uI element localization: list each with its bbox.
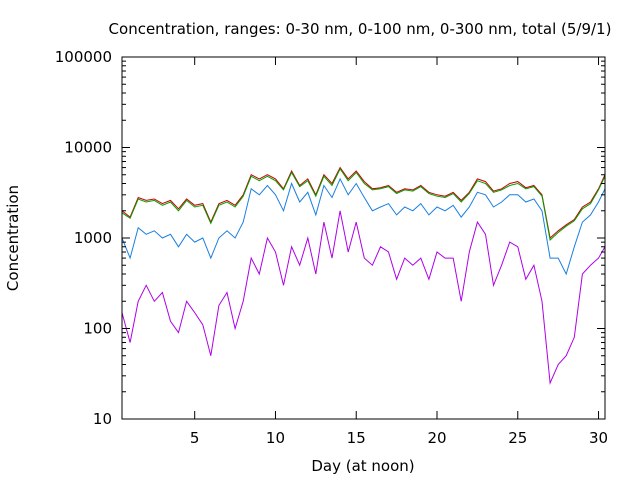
chart-title: Concentration, ranges: 0-30 nm, 0-100 nm…	[109, 20, 612, 38]
x-axis-label: Day (at noon)	[311, 457, 414, 475]
y-tick-label: 1000	[74, 229, 112, 247]
series-line-2	[121, 167, 606, 241]
y-tick-label: 100	[83, 320, 112, 338]
x-tick-label: 25	[508, 429, 527, 447]
y-tick-label: 100000	[55, 48, 112, 66]
series-layer	[121, 166, 606, 385]
x-tick-label: 5	[190, 429, 200, 447]
x-tick-label: 30	[589, 429, 608, 447]
y-axis-label: Concentration	[4, 185, 22, 291]
x-tick-label: 20	[427, 429, 446, 447]
series-line-3	[121, 177, 606, 276]
series-line-4	[121, 210, 606, 385]
x-tick-label: 15	[347, 429, 366, 447]
x-axis: 5 10 15 20 25 30	[190, 57, 608, 447]
y-axis: 10 100 1000 10000 100000	[55, 48, 605, 428]
plot-frame	[121, 56, 606, 420]
y-tick-label: 10000	[64, 139, 112, 157]
series-line-1	[121, 166, 606, 239]
x-tick-label: 10	[266, 429, 285, 447]
y-tick-label: 10	[93, 410, 112, 428]
